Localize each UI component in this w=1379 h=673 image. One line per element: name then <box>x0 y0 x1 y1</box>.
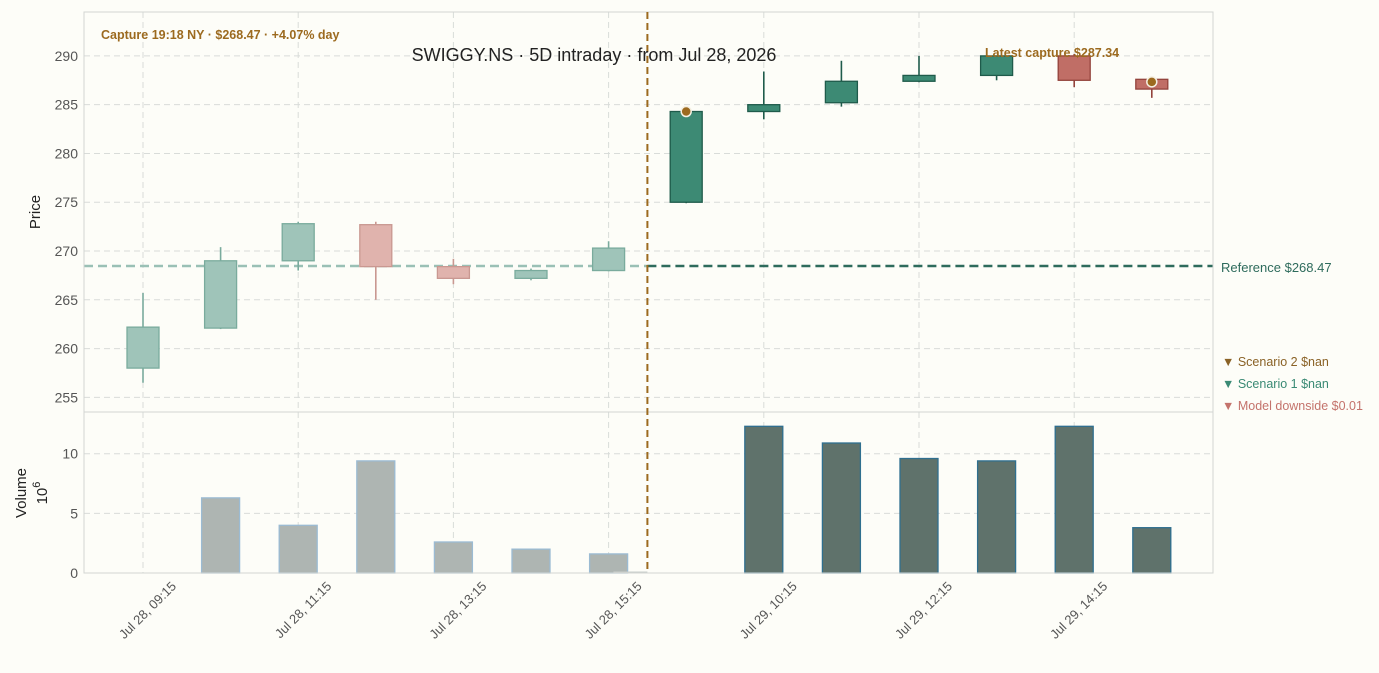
price-tick-label: 265 <box>55 292 79 308</box>
price-tick-label: 260 <box>55 341 79 357</box>
candle-body <box>514 269 548 279</box>
volume-tick-label: 10 <box>62 446 78 462</box>
volume-bar <box>744 425 784 574</box>
volume-exponent-base: 10 <box>34 488 51 505</box>
volume-bar <box>200 497 241 574</box>
candle-body <box>979 55 1014 77</box>
volume-panel-frame <box>83 411 1214 574</box>
candle-body <box>359 224 393 268</box>
svg-text:106: 106 <box>31 482 51 505</box>
x-tick-label: Jul 28, 09:15 <box>116 579 179 642</box>
candle-body <box>281 223 315 262</box>
volume-tick-label: 0 <box>70 565 78 581</box>
price-tick-label: 290 <box>55 48 79 64</box>
candle-body <box>902 74 936 82</box>
x-tick-label: Jul 29, 14:15 <box>1047 579 1110 642</box>
latest-annotation: Latest capture $287.34 <box>985 46 1119 60</box>
volume-bar <box>821 442 862 574</box>
volume-exponent-power: 6 <box>31 482 43 488</box>
candle-body <box>436 265 471 279</box>
reference-label: Reference $268.47 <box>1221 260 1332 275</box>
volume-exponent: 106 <box>31 482 51 505</box>
candle-body <box>1057 55 1091 81</box>
price-tick-label: 280 <box>55 145 79 161</box>
volume-bar <box>1132 527 1172 574</box>
price-tick-label: 270 <box>55 243 79 259</box>
capture-annotation: Capture 19:18 NY · $268.47 · +4.07% day <box>101 28 339 42</box>
scenario-label: ▼ Model downside $0.01 <box>1222 399 1363 413</box>
overlay: ▼ Scenario 2 $nan ▼ Scenario 1 $nan ▼ Mode… <box>646 12 1363 573</box>
candle-body <box>203 260 238 329</box>
scenario-label: ▼ Scenario 2 $nan <box>1222 355 1329 369</box>
y-axis-label: Price <box>27 195 44 229</box>
candle-body <box>126 326 160 369</box>
scenario-label: ▼ Scenario 1 $nan <box>1222 377 1329 391</box>
volume-bar <box>278 524 318 574</box>
x-tick-label: Jul 29, 12:15 <box>892 579 955 642</box>
candle-body <box>669 110 703 203</box>
volume-bar <box>356 460 396 574</box>
x-tick-label: Jul 29, 10:15 <box>737 579 800 642</box>
candle-body <box>824 80 859 104</box>
volume-tick-label: 5 <box>70 505 78 521</box>
x-tick-label: Jul 28, 15:15 <box>581 579 644 642</box>
candle-body <box>591 247 626 272</box>
volume-bar <box>976 460 1017 574</box>
volume-bar <box>588 553 629 574</box>
price-tick-label: 255 <box>55 389 79 405</box>
latest-marker <box>1146 76 1158 88</box>
volume-bar <box>899 457 939 574</box>
volume-bar <box>511 548 551 574</box>
x-tick-label: Jul 28, 13:15 <box>426 579 489 642</box>
price-panel-frame <box>83 11 1214 413</box>
volume-axis-label: Volume <box>13 468 30 518</box>
capture-marker <box>680 105 692 118</box>
grid <box>84 12 1213 574</box>
volume-bars <box>200 425 1172 574</box>
candle-body <box>747 104 781 113</box>
volume-bar <box>433 541 474 574</box>
price-tick-label: 285 <box>55 97 79 113</box>
x-tick-label: Jul 28, 11:15 <box>272 579 335 642</box>
volume-bar <box>1054 425 1094 574</box>
price-tick-label: 275 <box>55 194 79 210</box>
candles <box>126 53 1169 383</box>
chart-title: SWIGGY.NS · 5D intraday · from Jul 28, 2… <box>412 45 777 65</box>
